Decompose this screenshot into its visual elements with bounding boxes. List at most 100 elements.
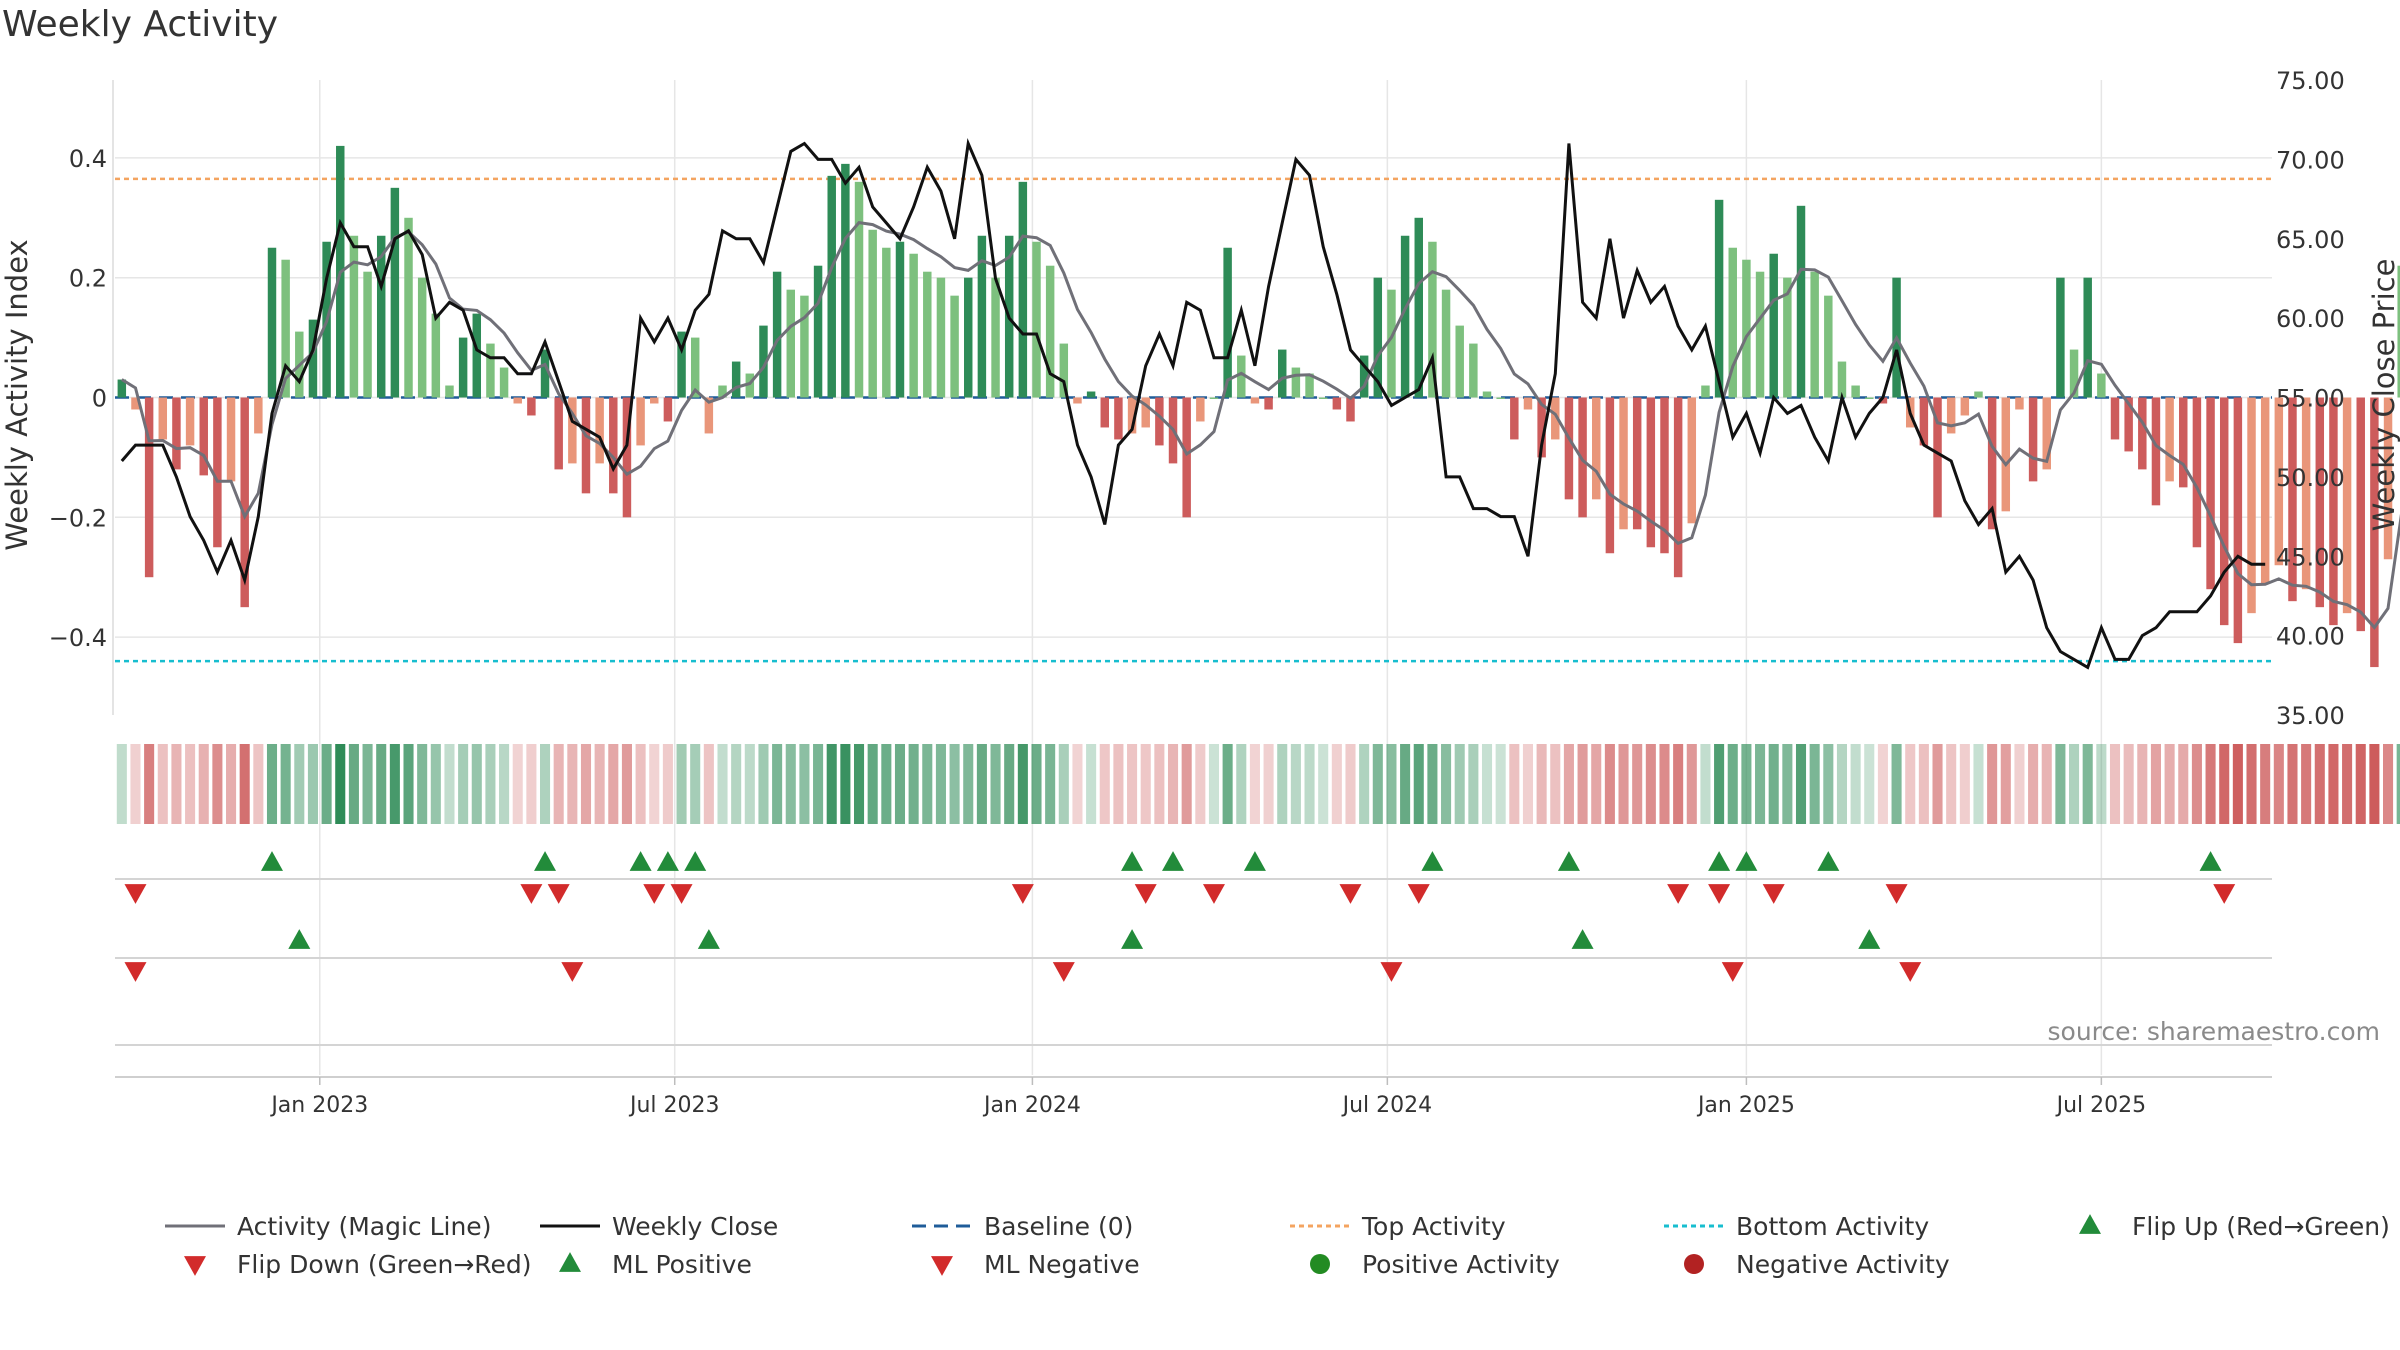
- strip-cell: [1045, 744, 1056, 824]
- y2-axis-label: Weekly Close Price: [2367, 259, 2400, 532]
- strip-cell: [1400, 744, 1411, 824]
- strip-cell: [1236, 744, 1247, 824]
- activity-bar: [158, 397, 168, 440]
- flip-down-marker: [124, 884, 147, 904]
- strip-cell: [1127, 744, 1138, 824]
- activity-bar: [1032, 241, 1041, 398]
- strip-cell: [1331, 744, 1342, 824]
- activity-bar: [1469, 343, 1478, 398]
- activity-bar: [909, 253, 918, 398]
- strip-cell: [266, 744, 278, 824]
- activity-bar: [445, 385, 454, 398]
- strip-cell: [2000, 744, 2011, 824]
- strip-cell: [526, 744, 537, 824]
- flip-up-marker: [534, 851, 557, 871]
- activity-bar: [1045, 265, 1055, 398]
- activity-bar: [1373, 277, 1383, 398]
- strip-cell: [2014, 744, 2025, 824]
- strip-cell: [1454, 744, 1465, 824]
- strip-cell: [1277, 744, 1288, 824]
- strip-cell: [1973, 744, 1984, 824]
- activity-bar: [1264, 397, 1273, 410]
- activity-bar: [431, 313, 441, 398]
- strip-cell: [1577, 744, 1588, 824]
- activity-bar: [2069, 349, 2079, 398]
- activity-bar: [1619, 397, 1628, 530]
- strip-cell: [2328, 744, 2339, 824]
- x-tick-label: Jul 2024: [1341, 1093, 1433, 1118]
- grid-layer: [115, 80, 2272, 1078]
- ml-negative-marker: [124, 962, 147, 982]
- activity-bar: [2383, 397, 2393, 560]
- strip-cell: [1659, 744, 1670, 824]
- strip-cell: [1004, 744, 1015, 824]
- legend-label: Positive Activity: [1362, 1250, 1560, 1279]
- strip-cell: [840, 744, 851, 824]
- activity-bar: [2329, 397, 2338, 626]
- activity-bar: [964, 277, 973, 398]
- activity-bar: [882, 247, 891, 398]
- activity-bar: [1141, 397, 1150, 428]
- activity-bar: [731, 361, 741, 398]
- flip-up-marker: [1243, 851, 1266, 871]
- legend-item: Activity (Magic Line): [165, 1212, 491, 1241]
- activity-bar: [923, 271, 932, 398]
- strip-cell: [226, 744, 237, 824]
- strip-cell: [1345, 744, 1356, 824]
- activity-bar: [2219, 397, 2229, 626]
- legend-swatch-ml-positive: [559, 1252, 581, 1272]
- activity-bar: [2342, 397, 2352, 614]
- flip-up-marker: [1817, 851, 1840, 871]
- flip-down-marker: [1667, 884, 1690, 904]
- activity-bar: [595, 397, 604, 464]
- legend-label: Flip Up (Red→Green): [2132, 1212, 2390, 1241]
- activity-bar: [1223, 247, 1232, 398]
- ml-negative-marker: [561, 962, 584, 982]
- strip-cell: [116, 744, 127, 824]
- activity-bar: [1974, 391, 1983, 398]
- legend-item: Negative Activity: [1684, 1250, 1950, 1279]
- flip-down-marker: [1011, 884, 1034, 904]
- activity-bar: [1537, 397, 1546, 458]
- strip-cell: [717, 744, 728, 824]
- strip-cell: [2191, 744, 2202, 824]
- activity-bar: [1660, 397, 1669, 554]
- strip-cell: [744, 744, 755, 824]
- source-label: source: sharemaestro.com: [2048, 1017, 2381, 1046]
- y-axis-label: Weekly Activity Index: [0, 239, 34, 550]
- activity-bar: [704, 397, 714, 434]
- strip-cell: [185, 744, 196, 824]
- strip-cell: [649, 744, 660, 824]
- activity-bar: [1987, 397, 1997, 530]
- activity-bar: [1769, 253, 1778, 398]
- legend-item: Top Activity: [1290, 1212, 1506, 1241]
- strip-cell: [758, 744, 769, 824]
- y-tick-label: −0.4: [49, 624, 107, 652]
- strip-cell: [1304, 744, 1315, 824]
- magic-line: [121, 220, 2400, 630]
- activity-bar: [281, 259, 290, 398]
- activity-bar: [2097, 373, 2106, 398]
- strip-cell: [1058, 744, 1069, 824]
- activity-bar: [144, 397, 154, 578]
- strip-cell: [1877, 744, 1888, 824]
- activity-bar: [417, 277, 427, 398]
- flip-down-marker: [2213, 884, 2236, 904]
- strip-cell: [1536, 744, 1547, 824]
- legend-label: Top Activity: [1361, 1212, 1506, 1241]
- strip-cell: [1413, 744, 1424, 824]
- legend-label: Bottom Activity: [1736, 1212, 1929, 1241]
- activity-bar: [609, 397, 618, 494]
- activity-bar: [1455, 325, 1464, 398]
- y2-tick-label: 70.00: [2276, 146, 2345, 174]
- activity-bar: [1605, 397, 1615, 554]
- strip-cell: [1468, 744, 1479, 824]
- legend-swatch-ml-negative: [931, 1256, 953, 1276]
- strip-cell: [1795, 744, 1807, 824]
- strip-cell: [1932, 744, 1943, 824]
- strip-cell: [2178, 744, 2189, 824]
- flip-up-marker: [1557, 851, 1580, 871]
- ml-negative-marker: [1052, 962, 1075, 982]
- activity-bar: [650, 397, 659, 404]
- strip-cell: [1604, 744, 1615, 824]
